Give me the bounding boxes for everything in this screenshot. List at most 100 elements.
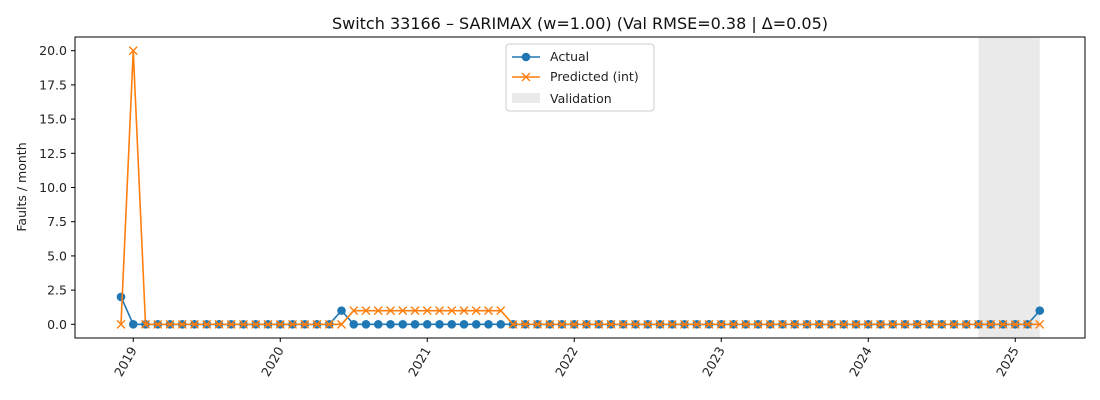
actual-point xyxy=(484,320,493,329)
predicted-point xyxy=(631,319,640,329)
predicted-point xyxy=(569,319,579,329)
actual-point xyxy=(349,320,359,329)
predicted-point xyxy=(141,319,150,329)
predicted-point xyxy=(471,306,481,316)
predicted-point xyxy=(410,306,420,316)
chart-title: Switch 33166 – SARIMAX (w=1.00) (Val RMS… xyxy=(332,14,828,33)
predicted-point xyxy=(337,319,346,329)
predicted-point xyxy=(484,306,493,316)
predicted-point xyxy=(263,319,273,329)
actual-point xyxy=(435,320,444,329)
predicted-point xyxy=(765,319,775,329)
predicted-point xyxy=(545,319,555,329)
predicted-point xyxy=(496,306,506,316)
predicted-point xyxy=(520,319,530,329)
predicted-point xyxy=(753,319,763,329)
y-tick-label: 2.5 xyxy=(47,283,67,298)
actual-point xyxy=(1035,306,1045,315)
predicted-point xyxy=(606,319,616,329)
actual-point xyxy=(471,320,481,329)
predicted-point xyxy=(398,306,408,316)
actual-point xyxy=(410,320,420,329)
y-tick-label: 7.5 xyxy=(47,214,67,229)
predicted-point xyxy=(349,306,359,316)
predicted-point xyxy=(790,319,800,329)
predicted-point xyxy=(961,319,971,329)
predicted-point xyxy=(1010,319,1020,329)
series-line-1 xyxy=(120,50,1040,326)
predicted-point xyxy=(190,319,199,329)
predicted-point xyxy=(667,319,677,329)
predicted-point xyxy=(618,319,628,329)
predicted-point xyxy=(986,319,996,329)
legend-actual-marker xyxy=(521,52,531,62)
predicted-point xyxy=(533,319,542,329)
actual-point xyxy=(128,320,138,329)
predicted-point xyxy=(655,319,665,329)
predicted-point xyxy=(974,319,983,329)
legend-predicted-marker xyxy=(521,72,531,82)
legend-validation-label: Validation xyxy=(550,91,612,106)
predicted-point xyxy=(447,306,457,316)
y-tick-label: 12.5 xyxy=(39,146,67,161)
predicted-point xyxy=(435,306,444,316)
predicted-point xyxy=(741,319,751,329)
predicted-point xyxy=(116,319,126,329)
predicted-point xyxy=(288,319,297,329)
predicted-point xyxy=(324,319,334,329)
y-tick-label: 10.0 xyxy=(39,180,67,195)
predicted-point xyxy=(827,319,836,329)
actual-point xyxy=(337,306,346,315)
predicted-point xyxy=(202,319,212,329)
predicted-point xyxy=(998,319,1008,329)
series-1 xyxy=(116,46,1045,329)
predicted-point xyxy=(876,319,885,329)
predicted-point xyxy=(214,319,224,329)
predicted-point xyxy=(300,319,310,329)
predicted-point xyxy=(839,319,849,329)
predicted-point xyxy=(729,319,738,329)
predicted-point xyxy=(239,319,248,329)
predicted-point xyxy=(459,306,469,316)
predicted-point xyxy=(814,319,824,329)
predicted-point xyxy=(888,319,898,329)
predicted-point xyxy=(582,319,591,329)
legend-predicted-label: Predicted (int) xyxy=(550,69,639,84)
predicted-point xyxy=(1023,319,1032,329)
actual-point xyxy=(422,320,432,329)
predicted-point xyxy=(778,319,787,329)
predicted-point xyxy=(177,319,187,329)
y-tick-label: 5.0 xyxy=(47,248,67,263)
legend-actual-label: Actual xyxy=(550,49,589,64)
actual-point xyxy=(361,320,371,329)
predicted-point xyxy=(275,319,285,329)
predicted-point xyxy=(802,319,812,329)
y-tick-label: 0.0 xyxy=(47,317,67,332)
actual-point xyxy=(373,320,383,329)
predicted-point xyxy=(594,319,604,329)
predicted-point xyxy=(128,46,138,56)
predicted-point xyxy=(949,319,959,329)
predicted-point xyxy=(680,319,689,329)
predicted-point xyxy=(312,319,322,329)
predicted-point xyxy=(422,306,432,316)
predicted-point xyxy=(386,306,395,316)
predicted-point xyxy=(937,319,947,329)
actual-point xyxy=(398,320,408,329)
legend: Actual Predicted (int) Validation xyxy=(505,43,655,112)
actual-point xyxy=(447,320,457,329)
predicted-point xyxy=(251,319,261,329)
predicted-point xyxy=(692,319,702,329)
legend-box xyxy=(505,43,655,112)
actual-point xyxy=(496,320,506,329)
predicted-point xyxy=(226,319,236,329)
predicted-point xyxy=(1035,319,1045,329)
actual-point xyxy=(116,292,126,302)
predicted-point xyxy=(643,319,653,329)
legend-validation-swatch xyxy=(512,93,540,103)
predicted-point xyxy=(557,319,567,329)
predicted-point xyxy=(704,319,714,329)
predicted-point xyxy=(165,319,175,329)
predicted-point xyxy=(863,319,873,329)
